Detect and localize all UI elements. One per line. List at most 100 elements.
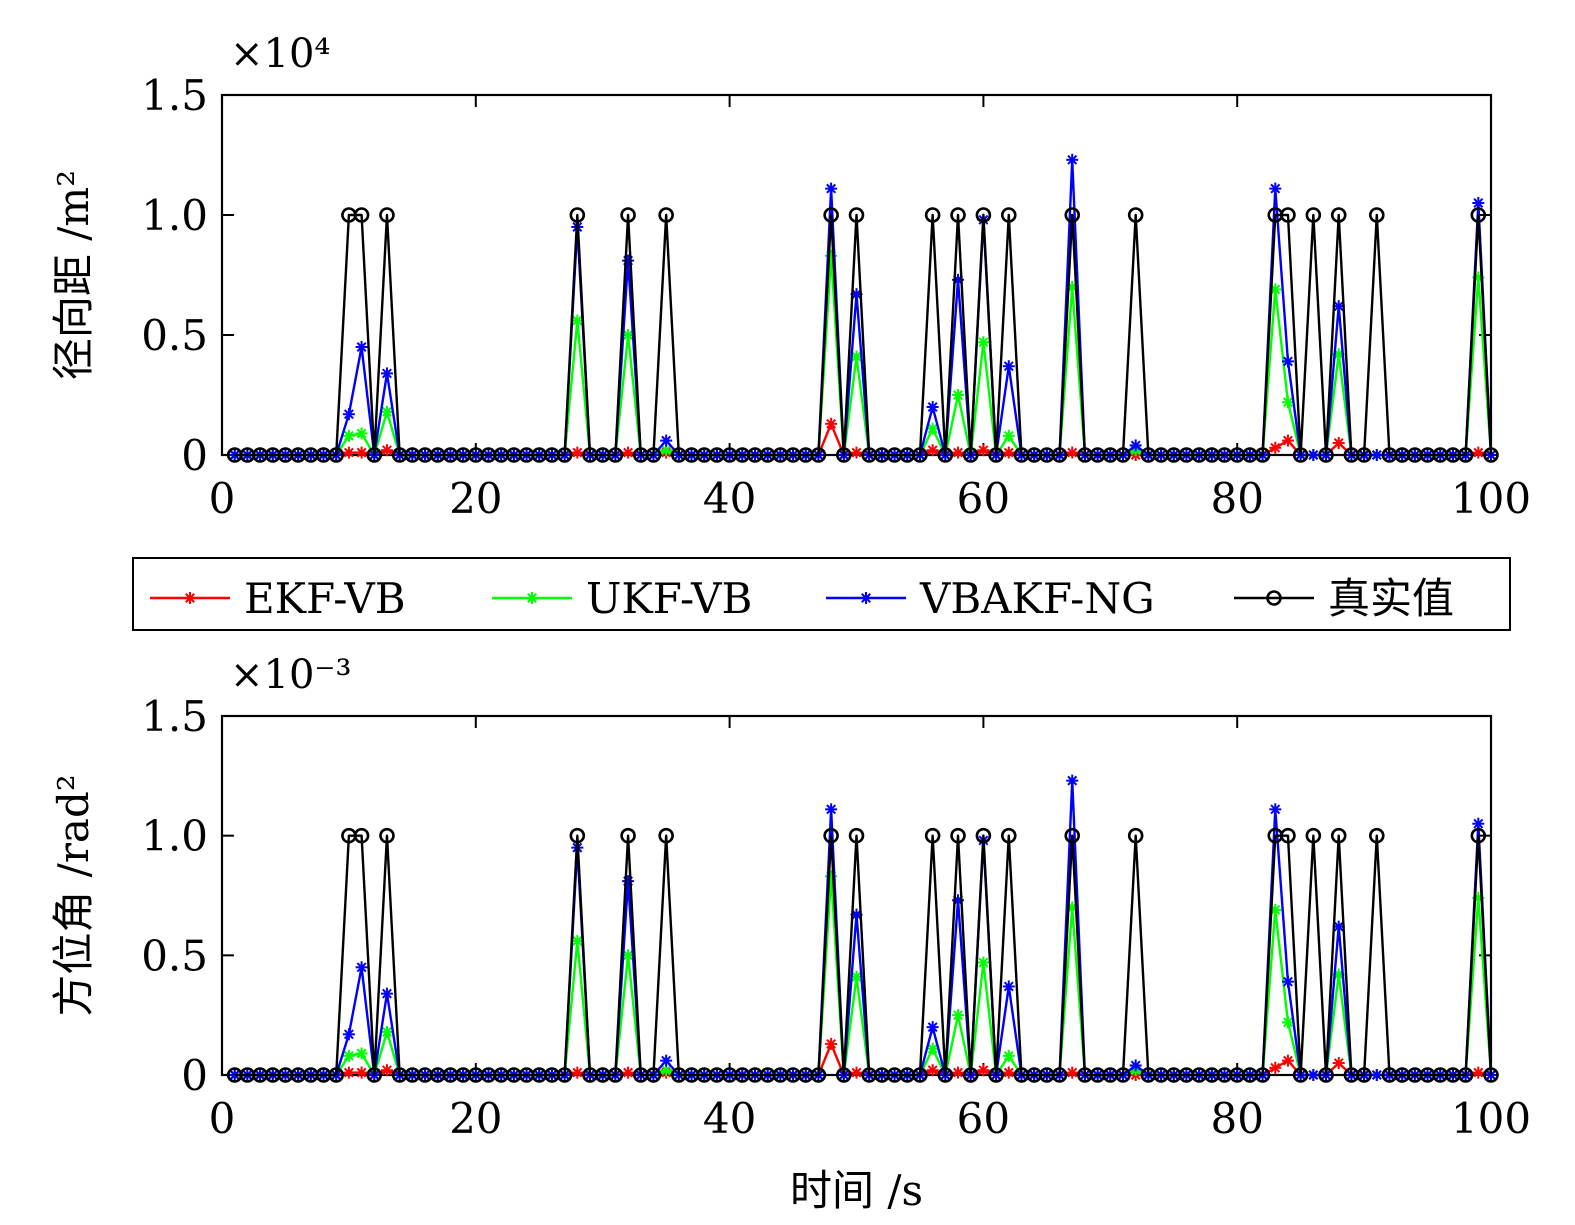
data-point (1129, 439, 1142, 452)
data-point (823, 207, 839, 223)
legend-label: EKF-VB (244, 574, 406, 623)
data-point (952, 446, 965, 459)
y-tick-label: 1.0 (141, 812, 208, 861)
data-point (926, 1064, 939, 1077)
data-point (1280, 207, 1296, 223)
data-point (342, 446, 355, 459)
x-tick-label: 60 (957, 1094, 1010, 1143)
data-point (825, 182, 838, 195)
data-point (1307, 1069, 1320, 1081)
legend-marker (860, 592, 872, 604)
legend-marker (526, 592, 538, 604)
data-point (607, 1067, 624, 1083)
data-point (1064, 207, 1081, 223)
x-tick-label: 40 (703, 1094, 756, 1143)
data-point (1115, 1067, 1131, 1083)
data-point (1470, 827, 1487, 844)
data-point (342, 1049, 355, 1062)
data-point (645, 447, 662, 463)
data-point (1318, 447, 1334, 463)
data-point (836, 447, 852, 463)
data-point (1356, 447, 1372, 463)
data-point (355, 446, 368, 459)
data-point (926, 1042, 939, 1055)
data-point (836, 1067, 852, 1083)
axis-multiplier: ×10⁻³ (230, 652, 352, 698)
data-point (342, 1028, 355, 1041)
data-point (952, 1066, 965, 1079)
data-point (1330, 827, 1347, 844)
data-point (1066, 774, 1079, 787)
data-point (607, 447, 624, 463)
data-point (926, 444, 939, 457)
series-line (234, 834, 1493, 1077)
data-point (1002, 980, 1015, 993)
data-point (1332, 437, 1345, 449)
data-point (355, 1066, 368, 1079)
legend-label: VBAKF-NG (919, 574, 1155, 623)
data-point (556, 1067, 573, 1083)
data-point (1470, 207, 1487, 223)
data-point (355, 427, 368, 440)
data-point (950, 827, 966, 844)
data-point (342, 1066, 355, 1079)
data-point (355, 341, 368, 353)
data-point (926, 401, 939, 413)
data-point (988, 447, 1004, 463)
data-point (328, 447, 345, 463)
data-point (353, 207, 370, 223)
data-point (353, 827, 370, 844)
data-point (977, 336, 990, 349)
data-point (1000, 827, 1017, 844)
data-point (924, 207, 941, 223)
data-point (1002, 446, 1015, 459)
data-point (952, 1009, 965, 1022)
y-tick-label: 1.0 (141, 191, 208, 240)
data-point (1269, 182, 1282, 195)
data-point (962, 447, 979, 463)
data-point (342, 408, 355, 421)
data-point (645, 1067, 662, 1083)
plot-frame (220, 93, 1493, 457)
data-point (977, 444, 990, 457)
legend-entry: EKF-VB (150, 574, 406, 623)
data-point (1307, 449, 1320, 461)
data-point (1472, 1066, 1485, 1079)
legend-entry: 真实值 (1234, 574, 1454, 623)
data-point (328, 1067, 345, 1083)
data-point (975, 827, 992, 844)
x-tick-label: 40 (703, 474, 756, 523)
data-point (1002, 1066, 1015, 1079)
data-point (1000, 207, 1017, 223)
data-point (379, 207, 395, 223)
data-point (1292, 447, 1309, 463)
series-line (234, 213, 1493, 457)
plot-frame (220, 714, 1493, 1077)
data-point (380, 444, 393, 457)
data-point (1254, 447, 1271, 463)
data-point (1127, 207, 1144, 223)
x-tick-label: 20 (449, 474, 502, 523)
x-tick-label: 0 (209, 474, 236, 523)
legend-marker (1266, 590, 1282, 606)
data-point (1370, 449, 1383, 461)
data-point (1115, 447, 1131, 463)
axis-multiplier: ×10⁴ (230, 31, 330, 77)
data-point (1292, 1067, 1309, 1083)
x-tick-label: 20 (449, 1094, 502, 1143)
y-axis-label: 方位角 /rad² (49, 774, 98, 1016)
legend-entry: UKF-VB (492, 574, 752, 623)
data-point (823, 827, 839, 844)
legend: EKF-VB UKF-VB VBAKF-NG 真实值 (132, 557, 1511, 631)
y-tick-label: 0.5 (141, 311, 208, 360)
data-point (569, 827, 586, 844)
series-真实值 (226, 207, 1499, 463)
y-axis-label: 径向距 /m² (49, 170, 98, 380)
data-point (924, 827, 941, 844)
data-point (1280, 827, 1296, 844)
data-point (556, 447, 573, 463)
data-point (380, 987, 393, 1000)
data-point (926, 1021, 939, 1034)
data-point (1064, 827, 1081, 844)
data-point (810, 1067, 827, 1083)
